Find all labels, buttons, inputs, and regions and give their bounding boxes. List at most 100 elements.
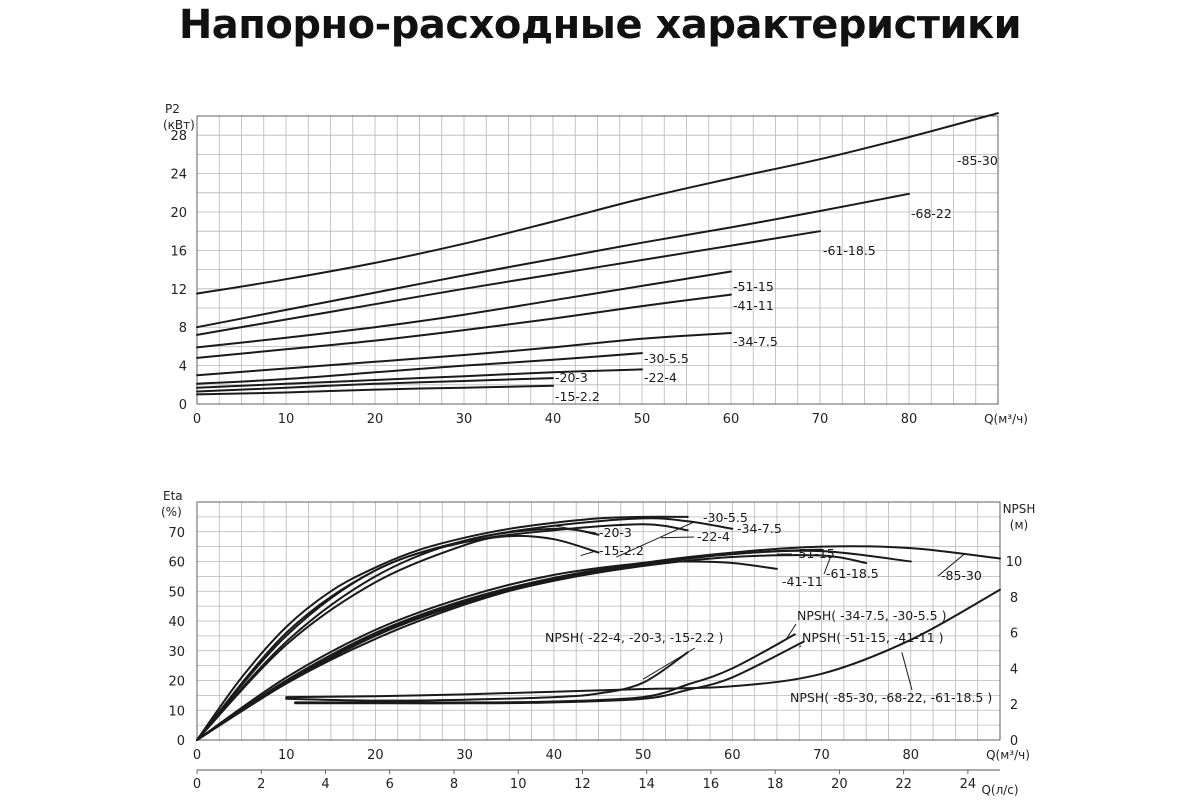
series-label: -51-15 (733, 279, 774, 294)
y-axis-label: P2 (165, 102, 180, 116)
x-tick-label: 80 (901, 412, 918, 427)
x-tick-label: 30 (456, 748, 473, 763)
y-tick-label: 12 (170, 283, 187, 298)
series-label: -15-2.2 (555, 389, 600, 404)
y2-tick-label: 4 (1010, 662, 1018, 677)
x-tick-label: 40 (546, 748, 563, 763)
y-axis-label: Eta (163, 489, 183, 503)
x-tick-label: 50 (634, 412, 651, 427)
y-tick-label: 4 (179, 360, 187, 375)
series-label: NPSH( -34-7.5, -30-5.5 ) (797, 608, 946, 623)
y2-tick-label: 0 (1010, 734, 1018, 749)
x-tick-label: 10 (278, 412, 295, 427)
y-tick-label: 20 (170, 206, 187, 221)
x-tick-label: 50 (635, 748, 652, 763)
x-tick-label: 60 (724, 748, 741, 763)
y2-tick-label: 10 (1006, 555, 1023, 570)
x2-tick-label: 14 (638, 777, 655, 792)
series-label: -20-3 (555, 370, 588, 385)
x2-axis-label: Q(л/с) (981, 783, 1018, 797)
series-label: -34-7.5 (737, 521, 782, 536)
y-tick-label: 60 (168, 556, 185, 571)
power-curve-30-5_5 (196, 352, 643, 385)
series-label: -68-22 (911, 206, 952, 221)
y2-tick-label: 8 (1010, 591, 1018, 606)
x-tick-label: 20 (367, 412, 384, 427)
power-curve-85-30 (196, 112, 999, 295)
x-tick-label: 0 (193, 412, 201, 427)
y-tick-label: 8 (179, 321, 187, 336)
series-label: -22-4 (697, 529, 730, 544)
npsh-curve-NPSH-51-15-41-11 (294, 640, 805, 705)
x-tick-label: 30 (456, 412, 473, 427)
x-tick-label: 70 (813, 748, 830, 763)
y2-axis-label: NPSH (1003, 502, 1036, 516)
annotation-leader (642, 647, 696, 680)
annotation-leader (937, 553, 965, 577)
x-tick-label: 40 (545, 412, 562, 427)
eta-curve-85-30 (196, 545, 1001, 741)
series-label: NPSH( -22-4, -20-3, -15-2.2 ) (545, 630, 723, 645)
series-label: -85-30 (957, 153, 998, 168)
y-tick-label: 0 (177, 734, 185, 749)
power-curve-68-22 (196, 192, 910, 329)
annotation-leader (580, 550, 597, 557)
x2-tick-label: 20 (831, 777, 848, 792)
eta-curve-20-3 (196, 527, 600, 741)
annotation-leader (660, 536, 695, 539)
annotation-leader (799, 645, 802, 648)
power-curve-41-11 (196, 293, 732, 359)
plot-frame (196, 115, 999, 405)
annotation-leader (823, 556, 831, 575)
x-tick-label: 70 (812, 412, 829, 427)
page-title: Напорно-расходные характеристики (178, 2, 1022, 48)
power-curve-20-3 (196, 377, 554, 393)
x2-tick-label: 24 (960, 777, 977, 792)
x2-tick-label: 6 (386, 777, 394, 792)
y-tick-label: 28 (170, 129, 187, 144)
efficiency-chart: 0 10 20 30 40 50 60 70 800102030405060700246810E… (161, 489, 1035, 797)
series-label: -20-3 (599, 525, 632, 540)
series-label: -41-11 (782, 574, 823, 589)
x2-tick-label: 18 (767, 777, 784, 792)
power-curve-61-18_5 (196, 230, 821, 336)
annotation-leader (553, 525, 597, 534)
y-tick-label: 20 (168, 675, 185, 690)
x-tick-label: 60 (723, 412, 740, 427)
series-label: -61-18.5 (826, 566, 879, 581)
x-axis-label: Q(м³/ч) (986, 748, 1030, 762)
eta-curve-15-2_2 (196, 534, 600, 741)
annotation-leader (901, 652, 913, 691)
x2-tick-label: 10 (510, 777, 527, 792)
x2-tick-label: 4 (321, 777, 329, 792)
x-tick-label: 80 (903, 748, 920, 763)
x2-tick-label: 12 (574, 777, 591, 792)
y2-tick-label: 6 (1010, 627, 1018, 642)
eta-curve-30-5_5 (196, 515, 689, 741)
power-chart: 0 10 20 30 40 50 60 70 80 0 4 8 12 16 20 24 28 P2 (кВт) Q(м… (163, 102, 1028, 427)
power-curve-34-7_5 (196, 332, 732, 377)
y-tick-label: 40 (168, 615, 185, 630)
y-tick-label: 16 (170, 244, 187, 259)
annotation-leader (785, 623, 797, 641)
y-tick-label: 70 (168, 526, 185, 541)
series-label: -22-4 (644, 370, 677, 385)
y-tick-label: 50 (168, 585, 185, 600)
y2-axis-unit: (м) (1010, 518, 1028, 532)
series-label: -41-11 (733, 298, 774, 313)
annotation-leader (616, 521, 695, 558)
series-label: -85-30 (941, 568, 982, 583)
y-axis-unit: (кВт) (163, 118, 195, 132)
plot-frame (196, 501, 1001, 741)
power-curve-22-4 (196, 368, 643, 389)
y-tick-label: 10 (168, 704, 185, 719)
x-tick-label: 20 (367, 748, 384, 763)
x2-tick-label: 0 (193, 777, 201, 792)
series-label: -61-18.5 (823, 243, 876, 258)
x2-tick-label: 2 (257, 777, 265, 792)
y-tick-label: 30 (168, 645, 185, 660)
x-axis-label: Q(м³/ч) (984, 412, 1028, 426)
series-label: -30-5.5 (644, 351, 689, 366)
x2-tick-label: 16 (703, 777, 720, 792)
